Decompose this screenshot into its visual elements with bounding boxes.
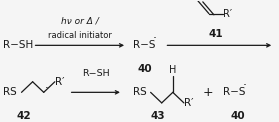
Text: R′: R′ — [184, 98, 194, 108]
Text: R′: R′ — [56, 77, 65, 87]
Text: radical initiator: radical initiator — [48, 31, 112, 40]
Text: H: H — [169, 65, 177, 75]
Text: R′: R′ — [223, 9, 232, 19]
Text: 40: 40 — [231, 111, 245, 121]
Text: ·: · — [153, 32, 157, 45]
Text: 41: 41 — [208, 29, 223, 39]
Text: 42: 42 — [17, 111, 32, 121]
Text: 43: 43 — [150, 111, 165, 121]
Text: R−SH: R−SH — [3, 40, 34, 50]
Text: R−S: R−S — [133, 40, 155, 50]
Text: RS: RS — [3, 87, 17, 97]
Text: ·: · — [243, 79, 247, 92]
Text: +: + — [202, 86, 213, 99]
Text: hν or Δ /: hν or Δ / — [61, 16, 99, 25]
Text: 40: 40 — [137, 64, 152, 74]
Text: ·: · — [45, 82, 49, 95]
Text: R−SH: R−SH — [82, 69, 109, 78]
Text: RS: RS — [133, 87, 146, 97]
Text: R−S: R−S — [223, 87, 245, 97]
